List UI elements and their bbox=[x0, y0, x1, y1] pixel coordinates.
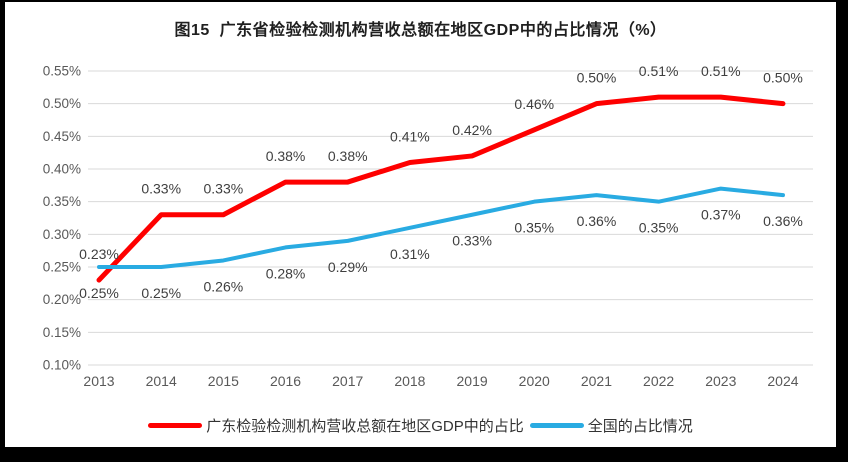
x-axis-tick-label: 2022 bbox=[643, 373, 674, 389]
data-label: 0.33% bbox=[141, 181, 181, 197]
data-label: 0.29% bbox=[328, 259, 368, 275]
x-axis-tick-label: 2023 bbox=[705, 373, 736, 389]
data-label: 0.35% bbox=[514, 220, 554, 236]
data-label: 0.36% bbox=[763, 213, 803, 229]
data-label: 0.28% bbox=[266, 265, 306, 281]
y-axis-tick-label: 0.20% bbox=[43, 292, 81, 307]
x-axis-tick-label: 2021 bbox=[581, 373, 612, 389]
x-axis-tick-label: 2017 bbox=[332, 373, 363, 389]
x-axis-tick-label: 2020 bbox=[519, 373, 550, 389]
legend-swatch-guangdong bbox=[148, 422, 203, 428]
x-axis-tick-label: 2015 bbox=[208, 373, 239, 389]
data-label: 0.37% bbox=[701, 207, 741, 223]
x-axis-tick-label: 2014 bbox=[146, 373, 177, 389]
data-label: 0.25% bbox=[79, 285, 119, 301]
series-line bbox=[96, 94, 786, 283]
data-label: 0.26% bbox=[204, 278, 244, 294]
y-axis-tick-label: 0.10% bbox=[43, 358, 81, 373]
series-line bbox=[97, 186, 785, 269]
x-axis-tick-label: 2016 bbox=[270, 373, 301, 389]
y-axis-tick-label: 0.30% bbox=[43, 227, 81, 242]
line-chart: 0.55%0.50%0.45%0.40%0.35%0.30%0.25%0.20%… bbox=[43, 63, 813, 389]
data-label: 0.33% bbox=[452, 233, 492, 249]
x-axis-tick-label: 2019 bbox=[457, 373, 488, 389]
x-axis-tick-label: 2013 bbox=[83, 373, 114, 389]
data-label: 0.38% bbox=[328, 148, 368, 164]
y-axis-tick-label: 0.40% bbox=[43, 162, 81, 177]
legend-label-national: 全国的占比情况 bbox=[587, 417, 693, 435]
legend-label-guangdong: 广东检验检测机构营收总额在地区GDP中的占比 bbox=[206, 417, 524, 435]
data-label: 0.31% bbox=[390, 246, 430, 262]
data-label: 0.25% bbox=[141, 285, 181, 301]
data-label: 0.51% bbox=[701, 63, 741, 79]
data-label: 0.33% bbox=[204, 181, 244, 197]
y-axis-tick-label: 0.15% bbox=[43, 325, 81, 340]
legend-item-guangdong: 广东检验检测机构营收总额在地区GDP中的占比 bbox=[148, 415, 524, 436]
data-label: 0.42% bbox=[452, 122, 492, 138]
data-label: 0.23% bbox=[79, 246, 119, 262]
chart-card: 图15 广东省检验检测机构营收总额在地区GDP中的占比情况（%） 0.55% 0.… bbox=[5, 2, 836, 447]
data-label: 0.35% bbox=[639, 220, 679, 236]
y-axis-tick-label: 0.45% bbox=[43, 129, 81, 144]
y-axis-tick-label: 0.25% bbox=[43, 260, 81, 275]
data-label: 0.50% bbox=[577, 70, 617, 86]
chart-legend: 广东检验检测机构营收总额在地区GDP中的占比 全国的占比情况 bbox=[5, 414, 836, 436]
legend-swatch-national bbox=[529, 422, 584, 428]
legend-item-national: 全国的占比情况 bbox=[529, 415, 693, 436]
x-axis-tick-label: 2024 bbox=[767, 373, 798, 389]
data-label: 0.46% bbox=[514, 96, 554, 112]
y-axis-tick-label: 0.50% bbox=[43, 96, 81, 111]
data-label: 0.51% bbox=[639, 63, 679, 79]
chart-title: 图15 广东省检验检测机构营收总额在地区GDP中的占比情况（%） bbox=[174, 22, 667, 39]
data-label: 0.41% bbox=[390, 128, 430, 144]
y-axis-tick-label: 0.55% bbox=[43, 64, 81, 79]
x-axis-tick-label: 2018 bbox=[394, 373, 425, 389]
data-label: 0.38% bbox=[266, 148, 306, 164]
y-axis-tick-label: 0.35% bbox=[43, 194, 81, 209]
data-label: 0.50% bbox=[763, 70, 803, 86]
data-label: 0.36% bbox=[577, 213, 617, 229]
